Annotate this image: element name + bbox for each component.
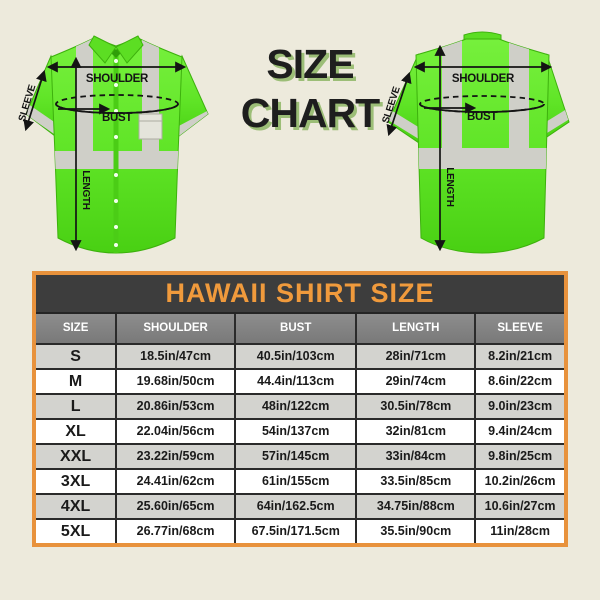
table-row: 4XL 25.60in/65cm 64in/162.5cm 34.75in/88… [36,493,564,518]
shoulder-label: SHOULDER [86,73,149,85]
shirt-front-diagram: SHOULDER SLEEVE BUST LENGTH [18,35,209,254]
sleeve-arrow [23,69,47,132]
sleeve-value: 9.0in/23cm [474,395,564,418]
page-title: SIZE CHART [222,40,398,138]
table-header-row: SIZE SHOULDER BUST LENGTH SLEEVE [36,312,564,343]
sleeve-arrow [386,71,412,137]
table-title: HAWAII SHIRT SIZE [36,275,564,312]
shoulder-value: 25.60in/65cm [115,495,234,518]
size-value: M [68,373,83,390]
col-header-shoulder: SHOULDER [115,314,234,343]
bust-value: 57in/145cm [233,445,355,468]
sleeve-value: 11in/28cm [474,520,564,543]
shoulder-value: 19.68in/50cm [115,370,234,393]
back-annotations [386,44,553,252]
length-value: 29in/74cm [355,370,474,393]
sleeve-value: 8.6in/22cm [474,370,564,393]
chest-pocket [138,113,163,140]
table-row: 5XL 26.77in/68cm 67.5in/171.5cm 35.5in/9… [36,518,564,543]
bust-value: 54in/137cm [233,420,355,443]
bust-value: 40.5in/103cm [233,345,355,368]
length-value: 32in/81cm [355,420,474,443]
shoulder-value: 20.86in/53cm [115,395,234,418]
bust-value: 44.4in/113cm [233,370,355,393]
size-value: XL [65,423,86,440]
front-annotations [23,56,187,252]
sleeve-value: 10.6in/27cm [474,495,564,518]
bust-value: 64in/162.5cm [233,495,355,518]
shoulder-value: 24.41in/62cm [115,470,234,493]
size-value: 3XL [60,473,91,490]
length-value: 33in/84cm [355,445,474,468]
table-row: 3XL 24.41in/62cm 61in/155cm 33.5in/85cm … [36,468,564,493]
table-row: M 19.68in/50cm 44.4in/113cm 29in/74cm 8.… [36,368,564,393]
col-header-length: LENGTH [355,314,474,343]
shirt-back-diagram: SHOULDER SLEEVE BUST LENGTH [381,31,570,254]
length-value: 30.5in/78cm [355,395,474,418]
size-table: HAWAII SHIRT SIZE SIZE SHOULDER BUST LEN… [32,271,568,547]
length-value: 35.5in/90cm [355,520,474,543]
length-value: 33.5in/85cm [355,470,474,493]
length-label: LENGTH [444,167,455,206]
collar [88,35,144,64]
col-header-bust: BUST [233,314,355,343]
sleeve-value: 8.2in/21cm [474,345,564,368]
size-value: XXL [60,448,92,465]
table-row: XL 22.04in/56cm 54in/137cm 32in/81cm 9.4… [36,418,564,443]
shirt-back-graphic [387,31,570,254]
buttons [114,59,118,247]
length-value: 34.75in/88cm [355,495,474,518]
shoulder-label: SHOULDER [452,73,515,85]
page-title-line1: SIZE [266,41,354,87]
page-title-line2: CHART [240,90,380,136]
bust-value: 48in/122cm [233,395,355,418]
bust-label: BUST [467,111,497,123]
size-value: 5XL [60,523,91,540]
bust-label: BUST [102,112,132,124]
sleeve-value: 9.8in/25cm [474,445,564,468]
table-row: L 20.86in/53cm 48in/122cm 30.5in/78cm 9.… [36,393,564,418]
shoulder-value: 26.77in/68cm [115,520,234,543]
table-row: S 18.5in/47cm 40.5in/103cm 28in/71cm 8.2… [36,343,564,368]
bust-value: 67.5in/171.5cm [233,520,355,543]
shoulder-value: 22.04in/56cm [115,420,234,443]
shoulder-value: 23.22in/59cm [115,445,234,468]
col-header-sleeve: SLEEVE [474,314,564,343]
sleeve-value: 10.2in/26cm [474,470,564,493]
sleeve-value: 9.4in/24cm [474,420,564,443]
shirt-front-graphic [25,35,209,254]
col-header-size: SIZE [62,322,89,334]
bust-value: 61in/155cm [233,470,355,493]
size-value: S [70,348,81,365]
table-row: XXL 23.22in/59cm 57in/145cm 33in/84cm 9.… [36,443,564,468]
shoulder-value: 18.5in/47cm [115,345,234,368]
size-value: L [70,398,81,415]
length-value: 28in/71cm [355,345,474,368]
size-value: 4XL [60,498,91,515]
length-label: LENGTH [80,170,91,209]
